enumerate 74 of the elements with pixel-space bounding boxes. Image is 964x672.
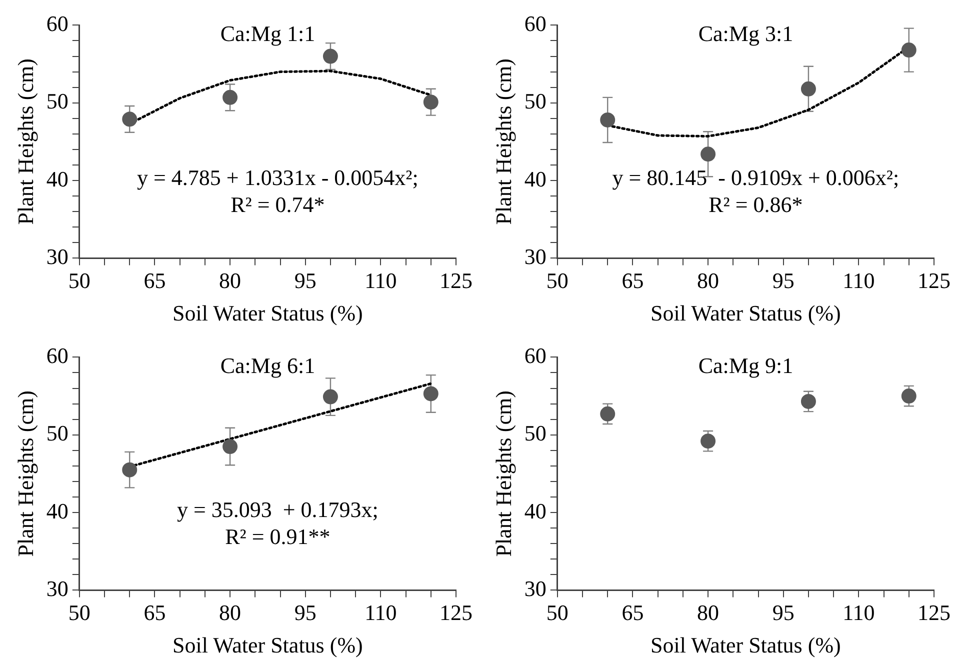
y-axis-title: Plant Heights (cm) [490,58,516,225]
x-tick-label: 110 [364,600,397,626]
x-axis-title: Soil Water Status (%) [650,632,841,658]
point [800,394,816,409]
point [600,406,616,422]
y-tick-label: 50 [524,88,546,114]
x-tick-label: 95 [294,268,316,294]
annotation: y = 35.093 + 0.1793x; [176,496,378,522]
point [901,388,916,404]
y-axis-title: Plant Heights (cm) [12,390,38,557]
point [901,42,916,58]
point [423,94,438,110]
y-axis-title: Plant Heights (cm) [490,390,516,557]
y-tick-label: 30 [524,244,546,269]
chart-title: Ca:Mg 3:1 [698,20,794,46]
chart-title: Ca:Mg 9:1 [698,352,794,378]
y-tick-label: 40 [46,498,68,524]
x-tick-label: 125 [440,268,472,294]
point [322,389,338,404]
x-tick-label: 50 [68,600,90,626]
y-tick-label: 60 [524,10,546,36]
x-tick-label: 65 [622,600,644,626]
y-tick-label: 50 [46,420,68,446]
x-tick-label: 65 [144,600,166,626]
x-tick-label: 80 [219,268,242,294]
point [222,90,238,105]
x-tick-label: 125 [440,600,472,626]
x-tick-label: 65 [622,268,644,294]
y-tick-label: 40 [524,498,546,524]
chart-title: Ca:Mg 6:1 [220,352,316,378]
point [800,81,816,96]
y-tick-label: 30 [46,576,68,601]
y-tick-label: 60 [46,10,68,36]
x-tick-label: 95 [772,600,794,626]
y-tick-label: 60 [524,342,546,368]
x-tick-label: 125 [918,600,950,626]
x-tick-label: 125 [918,268,950,294]
point [222,439,238,454]
annotation: y = 4.785 + 1.0331x - 0.0054x²; [137,164,418,190]
point [600,112,616,128]
y-tick-label: 50 [46,88,68,114]
x-tick-label: 65 [144,268,166,294]
point [322,48,338,64]
y-tick-label: 30 [524,576,546,601]
annotation: R² = 0.91** [225,524,330,549]
y-tick-label: 40 [524,166,546,192]
y-tick-label: 60 [46,342,68,368]
y-tick-label: 40 [46,166,68,192]
x-axis-title: Soil Water Status (%) [172,300,363,326]
chart-title: Ca:Mg 1:1 [220,20,316,46]
x-tick-label: 110 [842,268,875,294]
x-tick-label: 50 [68,268,90,294]
x-tick-label: 110 [842,600,875,626]
x-tick-label: 110 [364,268,397,294]
x-axis-title: Soil Water Status (%) [172,632,363,658]
x-tick-label: 50 [546,600,568,626]
x-tick-label: 95 [294,600,316,626]
point [122,462,138,478]
x-axis-title: Soil Water Status (%) [650,300,841,326]
y-tick-label: 30 [46,244,68,269]
y-axis-title: Plant Heights (cm) [12,58,38,225]
annotation: R² = 0.86* [708,192,803,217]
annotation: y = 80.145 - 0.9109x + 0.006x²; [612,164,900,190]
x-tick-label: 80 [219,600,242,626]
x-tick-label: 95 [772,268,794,294]
y-tick-label: 50 [524,420,546,446]
annotation: R² = 0.74* [230,192,325,217]
point [122,112,138,127]
x-tick-label: 80 [697,600,720,626]
point [423,386,438,402]
x-tick-label: 80 [697,268,720,294]
point [700,146,716,162]
x-tick-label: 50 [546,268,568,294]
point [700,434,716,449]
